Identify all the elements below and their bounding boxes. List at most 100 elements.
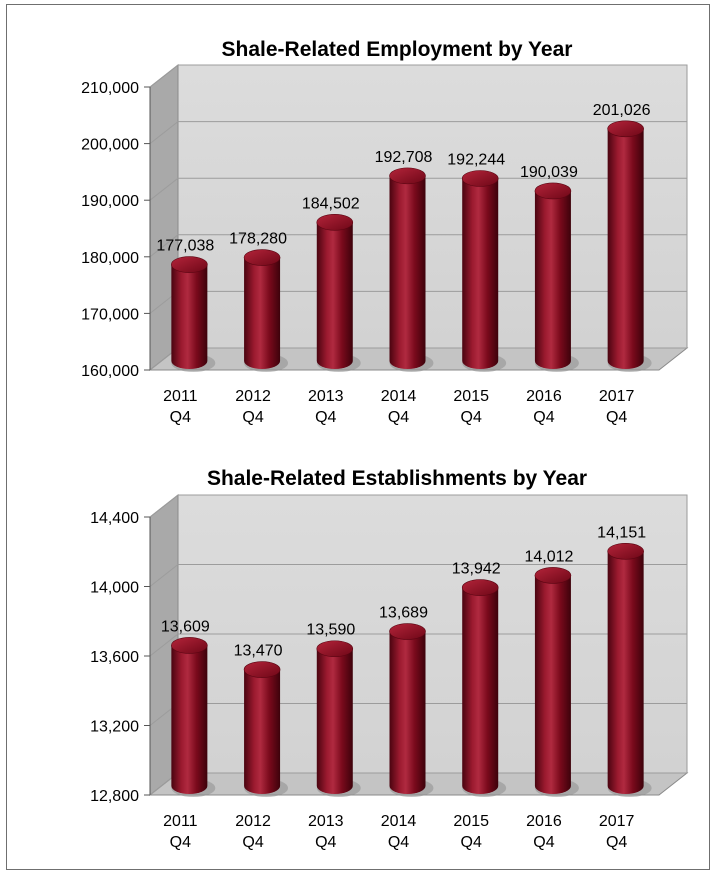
establishments-chart: Shale-Related Establishments by Year 12,… xyxy=(90,467,689,851)
x-tick-label: 2016 xyxy=(526,388,562,405)
bar-cap xyxy=(461,170,499,187)
x-tick-label: 2017 xyxy=(599,813,635,830)
bar-body xyxy=(462,178,499,369)
bar-body xyxy=(607,551,644,794)
charts-svg: Shale-Related Employment by Year 160,000… xyxy=(81,38,689,851)
y-tick-label: 13,200 xyxy=(90,719,139,736)
chart-title: Shale-Related Establishments by Year xyxy=(207,467,587,490)
y-tick-label: 12,800 xyxy=(90,788,139,805)
y-tick-label: 180,000 xyxy=(81,250,139,267)
data-label: 14,012 xyxy=(524,548,573,565)
x-tick-label: Q4 xyxy=(242,409,263,426)
x-tick-label: Q4 xyxy=(315,834,336,851)
bar xyxy=(461,170,507,372)
bar-cap xyxy=(534,567,572,584)
x-tick-label: 2013 xyxy=(308,813,344,830)
y-tick-label: 160,000 xyxy=(81,363,139,380)
x-tick-label: 2016 xyxy=(526,813,562,830)
x-tick-label: 2011 xyxy=(163,388,198,405)
gridline xyxy=(149,121,687,144)
gridline xyxy=(149,633,687,657)
x-tick-label: Q4 xyxy=(533,834,554,851)
bar-cap xyxy=(243,661,281,678)
bar xyxy=(171,637,216,797)
data-label: 201,026 xyxy=(593,102,651,119)
x-tick-label: 2012 xyxy=(235,388,271,405)
bar-cap xyxy=(389,623,426,640)
gridline xyxy=(149,564,687,587)
bar xyxy=(243,661,289,797)
gridline xyxy=(149,177,687,201)
bar-cap xyxy=(461,579,499,596)
x-tick-label: Q4 xyxy=(242,834,263,851)
data-label: 13,689 xyxy=(379,605,428,622)
data-label: 192,708 xyxy=(375,149,433,166)
x-tick-label: 2015 xyxy=(453,813,489,830)
y-tick-label: 13,600 xyxy=(90,649,139,666)
bar xyxy=(171,256,216,372)
data-label: 184,502 xyxy=(302,195,360,212)
bar-body xyxy=(607,128,644,369)
x-tick-label: Q4 xyxy=(315,409,336,426)
x-tick-label: 2013 xyxy=(308,388,344,405)
y-tick-label: 200,000 xyxy=(81,137,139,154)
y-tick-label: 14,400 xyxy=(90,510,139,527)
y-tick-label: 190,000 xyxy=(81,193,139,210)
bar-cap xyxy=(316,640,354,658)
bar-cap xyxy=(607,542,644,560)
bar-body xyxy=(244,669,281,794)
bar-body xyxy=(462,587,499,794)
x-tick-label: 2014 xyxy=(381,388,417,405)
x-tick-label: Q4 xyxy=(170,834,191,851)
figure: Shale-Related Employment by Year 160,000… xyxy=(6,4,710,870)
data-label: 14,151 xyxy=(597,524,646,541)
chart-title: Shale-Related Employment by Year xyxy=(222,38,573,61)
bar-body xyxy=(244,257,281,369)
x-tick-label: Q4 xyxy=(388,409,409,426)
bar-cap xyxy=(171,256,208,273)
x-tick-label: Q4 xyxy=(461,834,482,851)
bar-body xyxy=(389,175,426,369)
x-tick-label: 2011 xyxy=(163,813,198,830)
bar xyxy=(607,120,652,372)
bar-body xyxy=(316,648,353,794)
bar xyxy=(461,579,507,797)
x-tick-label: Q4 xyxy=(606,409,627,426)
x-tick-label: 2015 xyxy=(453,388,489,405)
bar-cap xyxy=(607,120,644,138)
data-label: 177,038 xyxy=(156,238,214,255)
data-label: 13,942 xyxy=(452,561,501,578)
bar-body xyxy=(171,645,208,794)
data-label: 192,244 xyxy=(447,151,505,168)
employment-chart: Shale-Related Employment by Year 160,000… xyxy=(81,38,689,426)
bar-body xyxy=(534,575,571,794)
y-tick-label: 14,000 xyxy=(90,580,139,597)
bar xyxy=(316,640,361,797)
bar xyxy=(243,249,289,372)
bar xyxy=(534,567,579,797)
gridline xyxy=(149,494,687,518)
data-label: 13,609 xyxy=(161,618,210,635)
x-tick-label: 2014 xyxy=(381,813,417,830)
x-tick-label: Q4 xyxy=(606,834,627,851)
x-tick-label: 2017 xyxy=(599,388,635,405)
bar xyxy=(316,214,361,372)
gridline xyxy=(149,64,687,88)
bar xyxy=(534,182,579,372)
data-label: 178,280 xyxy=(229,231,287,248)
x-tick-label: Q4 xyxy=(461,409,482,426)
x-tick-label: 2012 xyxy=(235,813,271,830)
data-label: 190,039 xyxy=(520,164,578,181)
y-tick-label: 170,000 xyxy=(81,306,139,323)
bar-cap xyxy=(171,637,208,654)
data-label: 13,590 xyxy=(306,622,355,639)
gridline xyxy=(149,234,687,258)
bar-body xyxy=(534,190,571,369)
bar-body xyxy=(171,264,208,369)
bar xyxy=(389,623,434,797)
x-tick-label: Q4 xyxy=(170,409,191,426)
bar-cap xyxy=(243,249,281,266)
bar-cap xyxy=(534,182,572,200)
y-tick-label: 210,000 xyxy=(81,80,139,97)
bar-cap xyxy=(389,167,426,185)
